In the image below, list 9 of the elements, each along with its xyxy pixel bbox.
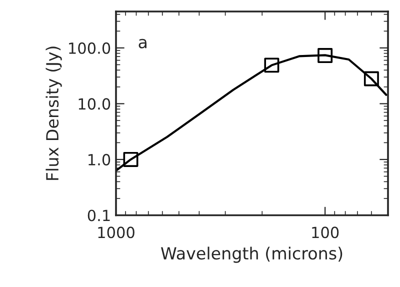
y-tick-label: 10.0 [78,98,110,110]
y-axis-title: Flux Density (Jy) [46,46,62,180]
x-tick-label: 100 [312,226,339,238]
x-tick-label: 1000 [98,226,134,238]
y-tick-label: 100.0 [69,42,110,54]
annotation: a [138,38,146,48]
y-tick-label: 1.0 [88,154,110,166]
x-axis-title: Wavelength (microns) [160,246,342,263]
y-tick-label: 0.1 [88,210,110,222]
